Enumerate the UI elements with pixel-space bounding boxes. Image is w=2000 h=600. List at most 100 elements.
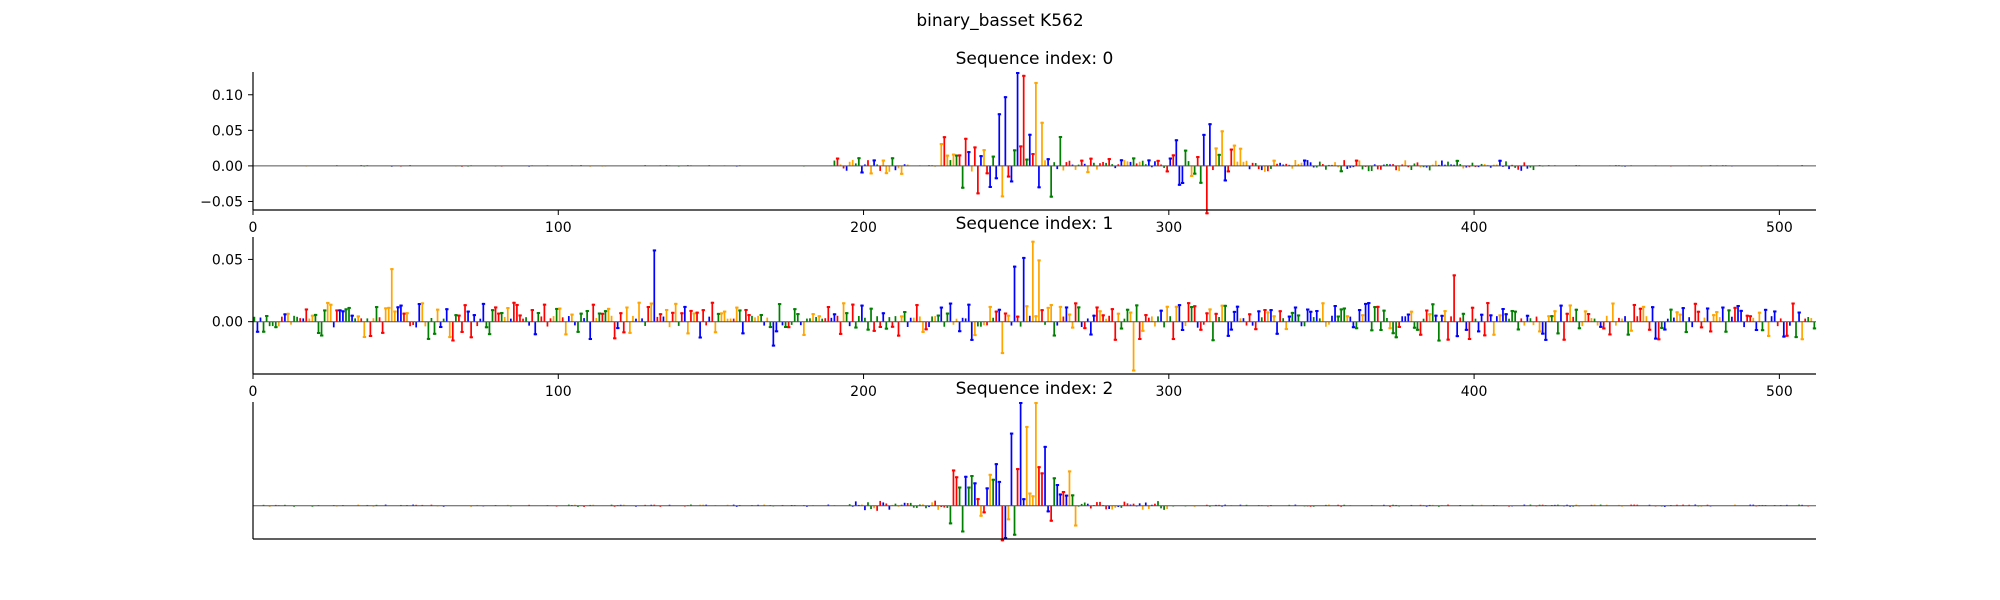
logo-mark-G (757, 315, 759, 322)
logo-mark-cap (860, 171, 864, 174)
logo-mark-cap (1538, 330, 1542, 333)
logo-mark-cap (1336, 315, 1340, 318)
logo-mark-A (931, 316, 933, 322)
logo-mark-cap (1196, 156, 1200, 159)
logo-mark-C (415, 321, 418, 328)
logo-mark-C (949, 302, 952, 322)
logo-mark-C (1544, 321, 1547, 341)
logo-mark-cap (967, 486, 971, 489)
logo-mark-T (1425, 309, 1428, 322)
logo-mark-T (516, 303, 518, 322)
x-tick-label: 0 (249, 220, 258, 236)
logo-mark-cap (692, 312, 696, 315)
logo-mark-C (1349, 165, 1352, 168)
logo-mark-G (393, 310, 396, 322)
logo-mark-G (1547, 315, 1550, 322)
logo-mark-cap (1025, 425, 1029, 428)
logo-mark-cap (683, 305, 687, 308)
logo-mark-cap (994, 463, 999, 466)
logo-mark-cap (417, 303, 422, 306)
logo-mark-C (1010, 321, 1013, 326)
logo-mark-T (1187, 302, 1190, 322)
logo-mark-G (564, 321, 567, 336)
logo-mark-cap (1547, 315, 1551, 318)
logo-mark-cap (564, 333, 568, 336)
logo-mark-A (253, 316, 256, 322)
logo-mark-C (928, 505, 930, 508)
logo-mark-A (1071, 494, 1074, 506)
logo-mark-G (1428, 313, 1431, 322)
logo-mark-cap (1046, 158, 1050, 161)
logo-mark-cap (851, 303, 855, 306)
logo-mark-cap (1382, 309, 1386, 312)
logo-mark-cap (1235, 305, 1240, 308)
logo-mark-cap (860, 304, 864, 307)
logo-mark-T (1379, 165, 1382, 170)
logo-mark-cap (1394, 336, 1398, 339)
logo-mark-C (894, 165, 897, 171)
logo-mark-A (769, 321, 772, 329)
logo-mark-T (873, 321, 875, 332)
logo-mark-cap (1712, 314, 1716, 317)
logo-mark-T (592, 303, 595, 322)
logo-mark-T (622, 321, 625, 334)
x-tick-label: 400 (1461, 220, 1488, 236)
logo-mark-cap (1559, 304, 1563, 307)
logo-mark-cap (1141, 329, 1145, 332)
logo-mark-G (1801, 321, 1803, 341)
logo-mark-G (1138, 161, 1141, 166)
logo-mark-cap (555, 307, 559, 310)
logo-mark-A (433, 321, 436, 335)
logo-mark-G (937, 505, 940, 510)
logo-mark-cap (1302, 159, 1307, 162)
logo-mark-T (1096, 502, 1098, 506)
logo-mark-cap (1229, 148, 1234, 151)
logo-mark-A (1459, 164, 1462, 166)
logo-mark-C (1202, 133, 1205, 166)
logo-mark-T (934, 500, 936, 506)
logo-mark-T (519, 314, 521, 322)
logo-mark-A (1392, 321, 1394, 335)
logo-mark-cap (1709, 330, 1713, 333)
logo-mark-cap (1058, 136, 1063, 139)
logo-mark-cap (1467, 338, 1472, 341)
logo-mark-G (1483, 164, 1486, 166)
logo-mark-A (1025, 158, 1028, 166)
logo-mark-A (1120, 321, 1123, 330)
logo-mark-cap (356, 315, 360, 318)
logo-mark-cap (1269, 309, 1273, 312)
logo-mark-C (1541, 321, 1544, 335)
logo-mark-T (1144, 314, 1147, 322)
logo-mark-cap (1406, 313, 1411, 316)
x-tick-label: 100 (545, 384, 572, 400)
logo-mark-C (989, 165, 991, 188)
logo-mark-cap (988, 185, 992, 188)
logo-mark-cap (988, 305, 992, 308)
logo-mark-G (436, 308, 439, 322)
logo-mark-cap (1156, 159, 1160, 162)
logo-mark-A (1218, 153, 1220, 166)
logo-mark-C (574, 321, 576, 326)
logo-mark-cap (494, 306, 498, 309)
logo-mark-cap (979, 514, 983, 517)
logo-mark-cap (1223, 179, 1227, 182)
logo-mark-A (1093, 162, 1095, 166)
logo-mark-G (1114, 505, 1117, 508)
logo-mark-A (1578, 321, 1581, 330)
logo-mark-T (1447, 321, 1449, 341)
logo-mark-cap (1782, 335, 1786, 338)
logo-mark-T (995, 310, 998, 322)
logo-mark-G (766, 317, 769, 322)
logo-mark-G (1410, 310, 1413, 322)
logo-mark-cap (1128, 311, 1133, 314)
logo-mark-cap (512, 301, 516, 304)
logo-mark-C (1743, 321, 1745, 328)
logo-mark-G (1291, 165, 1294, 169)
logo-mark-G (803, 321, 805, 336)
logo-mark-A (1105, 162, 1107, 166)
logo-mark-A (1813, 321, 1816, 330)
logo-mark-A (577, 505, 579, 507)
logo-mark-T (1001, 505, 1004, 542)
logo-mark-G (687, 321, 689, 335)
logo-mark-T (458, 314, 460, 322)
